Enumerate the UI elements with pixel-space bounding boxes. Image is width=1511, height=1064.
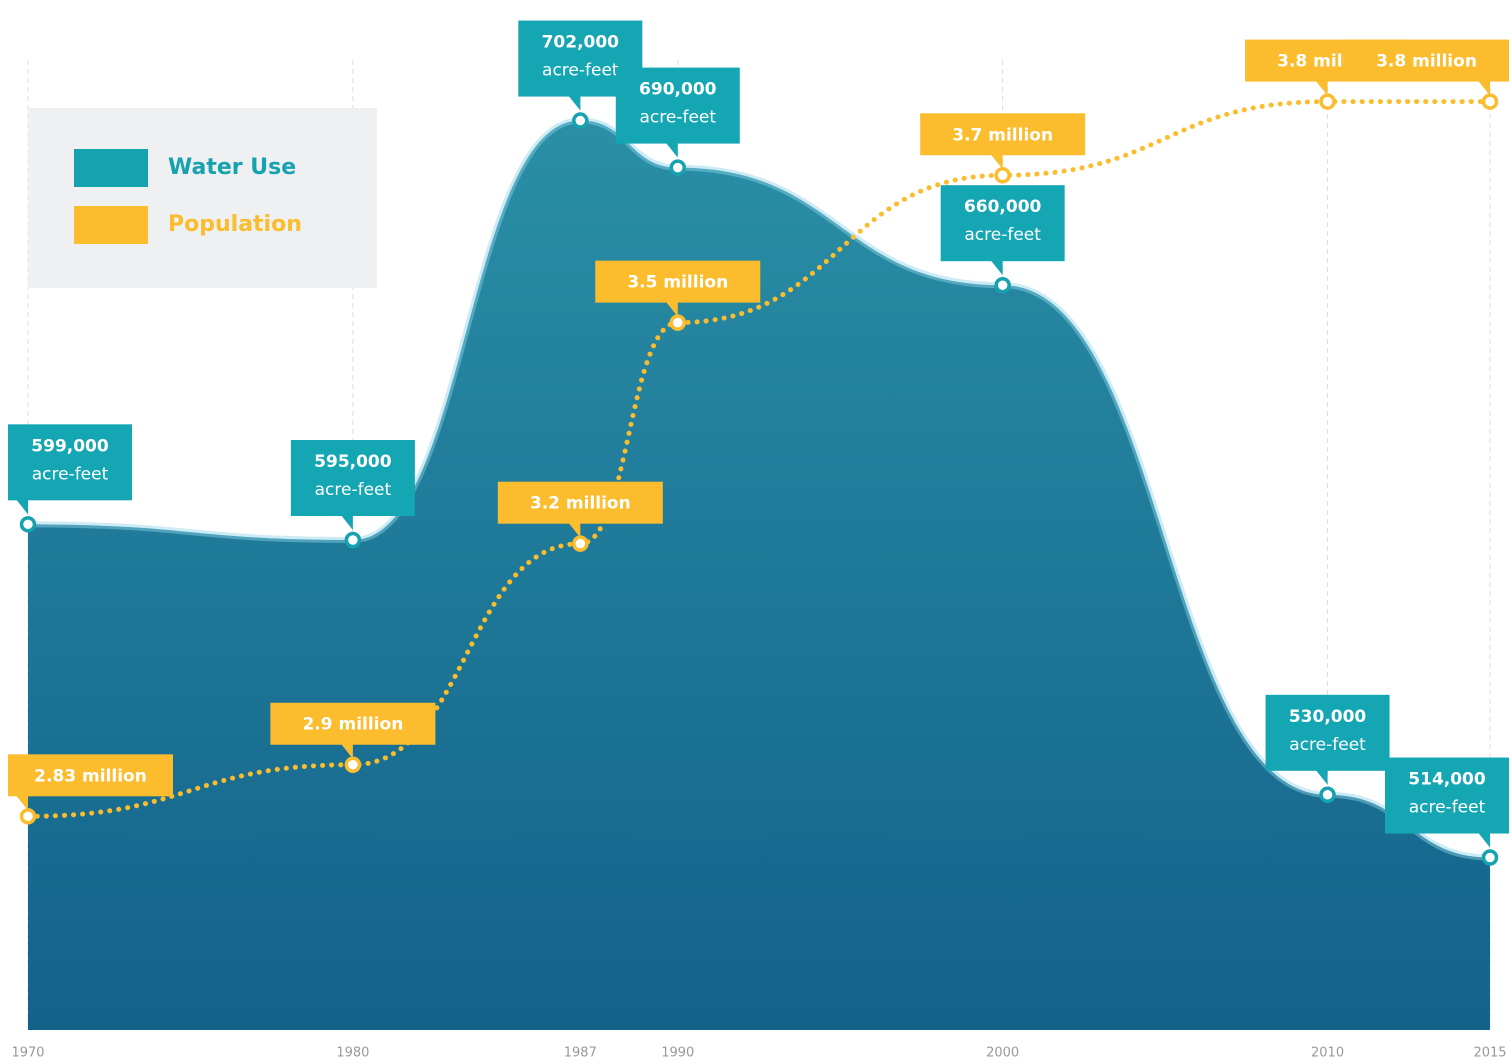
water-point — [574, 114, 587, 127]
x-tick-label: 1987 — [564, 1046, 597, 1061]
unit-label: acre-feet — [1409, 798, 1486, 818]
callout-tail — [341, 515, 353, 530]
value-label: 530,000 — [1289, 707, 1367, 727]
water-callout: 530,000 acre-feet — [1266, 695, 1390, 785]
chart: 1970 1980 1987 1990 2000 2010 2015 599,000 acre-… — [0, 0, 1511, 1064]
value-label: 3.5 million — [627, 273, 728, 293]
value-label: 514,000 — [1408, 770, 1486, 790]
callout-tail — [1478, 833, 1490, 848]
value-label: 3.2 million — [530, 494, 631, 514]
page: {"chart_data": {"type": "area-line", "x"… — [0, 0, 1511, 1064]
legend-swatch — [74, 206, 148, 244]
x-tick-label: 1970 — [11, 1046, 44, 1061]
value-label: 690,000 — [639, 80, 717, 100]
x-tick-label: 1980 — [336, 1046, 369, 1061]
legend-label: Population — [168, 212, 302, 237]
x-tick-label: 2000 — [986, 1046, 1019, 1061]
unit-label: acre-feet — [542, 61, 619, 81]
value-label: 3.7 million — [952, 125, 1053, 145]
x-tick-label: 2015 — [1473, 1046, 1506, 1061]
unit-label: acre-feet — [315, 480, 392, 500]
value-label: 660,000 — [964, 197, 1042, 217]
callout-tail — [991, 154, 1003, 169]
legend-swatch — [74, 149, 148, 187]
water-callout: 599,000 acre-feet — [8, 424, 132, 514]
water-callout: 690,000 acre-feet — [616, 68, 740, 158]
value-label: 3.8 million — [1376, 52, 1477, 72]
water-point — [1484, 851, 1497, 864]
value-label: 702,000 — [542, 33, 620, 53]
callout-tail — [1316, 81, 1328, 96]
callout-tail — [16, 499, 28, 514]
water-point — [671, 161, 684, 174]
x-tick-label: 1990 — [661, 1046, 694, 1061]
callout-tail — [16, 795, 28, 810]
population-callout: 3.8 million — [1344, 40, 1509, 96]
population-point — [1484, 95, 1497, 108]
callout-tail — [1478, 81, 1490, 96]
legend-label: Water Use — [168, 155, 296, 180]
value-label: 595,000 — [314, 452, 392, 472]
unit-label: acre-feet — [32, 464, 109, 484]
value-label: 2.83 million — [34, 766, 147, 786]
callout-tail — [568, 96, 580, 111]
unit-label: acre-feet — [1289, 735, 1366, 755]
population-point — [22, 810, 35, 823]
unit-label: acre-feet — [640, 108, 717, 128]
water-point — [1321, 788, 1334, 801]
population-point — [574, 537, 587, 550]
water-point — [996, 279, 1009, 292]
x-tick-label: 2010 — [1311, 1046, 1344, 1061]
callout-tail — [666, 143, 678, 158]
water-point — [346, 534, 359, 547]
callout-tail — [991, 260, 1003, 275]
legend-box — [28, 108, 377, 288]
water-point — [22, 518, 35, 531]
population-point — [346, 758, 359, 771]
population-point — [1321, 95, 1334, 108]
value-label: 599,000 — [31, 436, 109, 456]
population-point — [996, 169, 1009, 182]
callout-tail — [1316, 770, 1328, 785]
population-point — [671, 316, 684, 329]
unit-label: acre-feet — [964, 225, 1041, 245]
value-label: 2.9 million — [302, 715, 403, 735]
